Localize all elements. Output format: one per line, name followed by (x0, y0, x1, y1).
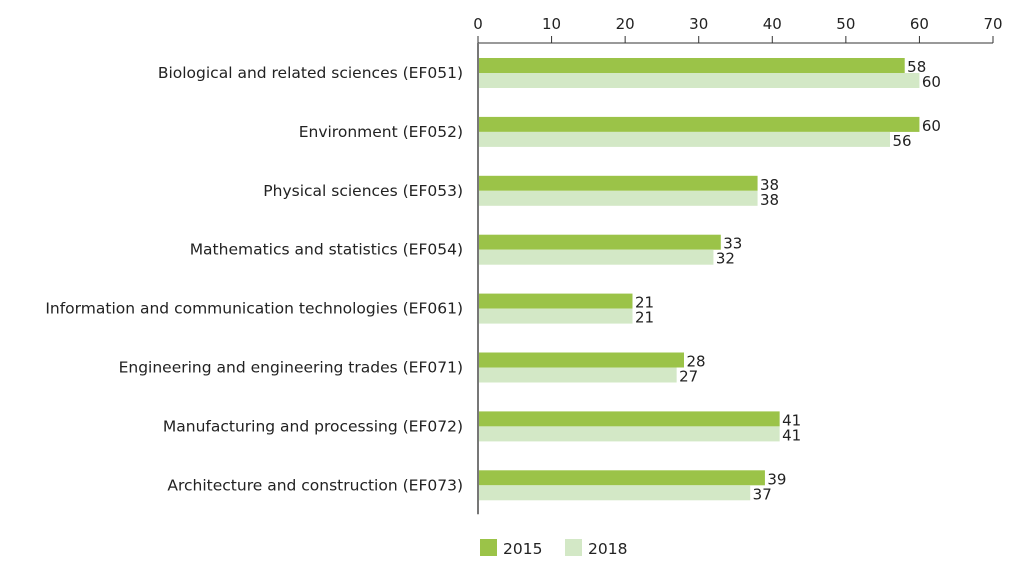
bar-2015 (479, 234, 721, 250)
legend-label-2015: 2015 (503, 540, 542, 558)
category-label: Engineering and engineering trades (EF07… (119, 359, 463, 377)
bar-2018 (479, 367, 677, 383)
category-label: Architecture and construction (EF073) (167, 476, 463, 494)
value-label-2015: 39 (767, 470, 786, 488)
x-tick-label: 30 (689, 15, 708, 33)
category-label: Biological and related sciences (EF051) (158, 64, 463, 82)
bar-2018 (479, 131, 890, 147)
value-label-2018: 38 (760, 191, 779, 209)
x-tick-label: 60 (910, 15, 929, 33)
value-label-2015: 38 (760, 176, 779, 194)
bar-2018 (479, 73, 920, 88)
value-label-2018: 41 (782, 426, 801, 444)
value-label-2018: 32 (716, 250, 735, 268)
category-label: Information and communication technologi… (45, 300, 463, 318)
legend-label-2018: 2018 (588, 540, 627, 558)
bar-2018 (479, 308, 633, 324)
value-label-2015: 33 (723, 235, 742, 253)
value-label-2015: 60 (922, 117, 941, 135)
value-label-2015: 58 (907, 58, 926, 76)
value-label-2015: 41 (782, 411, 801, 429)
x-tick-label: 50 (836, 15, 855, 33)
x-axis: 0 10 20 30 40 50 60 70 (473, 15, 1003, 515)
bar-2015 (479, 470, 765, 486)
bar-2015 (479, 58, 905, 73)
x-tick-label: 40 (763, 15, 782, 33)
x-tick-label: 70 (983, 15, 1002, 33)
category-labels: Biological and related sciences (EF051) E… (45, 64, 463, 494)
bar-2018 (479, 485, 751, 501)
value-label-2015: 21 (635, 294, 654, 312)
value-label-2018: 27 (679, 368, 698, 386)
legend-swatch-2015 (480, 539, 497, 556)
x-tick-label: 10 (542, 15, 561, 33)
x-tick-label: 20 (616, 15, 635, 33)
category-label: Manufacturing and processing (EF072) (163, 417, 463, 435)
value-label-2018: 56 (892, 132, 911, 150)
value-label-2018: 60 (922, 73, 941, 91)
bar-2015 (479, 352, 684, 368)
legend-swatch-2018 (565, 539, 582, 556)
bar-2015 (479, 175, 758, 191)
category-label: Physical sciences (EF053) (263, 182, 463, 200)
bar-2018 (479, 249, 714, 265)
value-label-2018: 37 (753, 485, 772, 503)
category-label: Environment (EF052) (299, 123, 463, 141)
bar-2015 (479, 411, 780, 427)
x-tick-label: 0 (473, 15, 483, 33)
bar-2015 (479, 116, 920, 132)
value-label-2018: 21 (635, 309, 654, 327)
legend: 2015 2018 (480, 539, 627, 558)
value-label-2015: 28 (686, 353, 705, 371)
bar-2018 (479, 426, 780, 442)
bar-2015 (479, 293, 633, 309)
category-label: Mathematics and statistics (EF054) (190, 241, 463, 259)
bar-2018 (479, 190, 758, 206)
